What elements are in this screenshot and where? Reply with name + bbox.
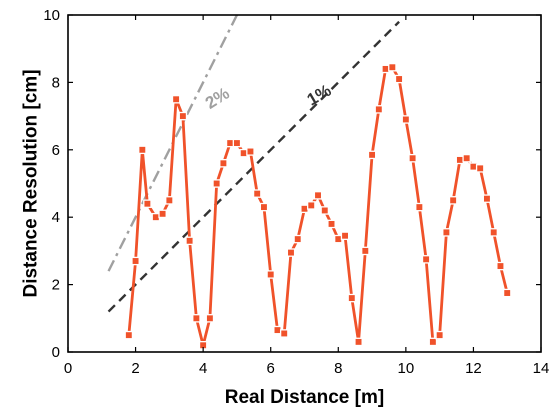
data-point — [279, 329, 289, 338]
data-point — [320, 206, 330, 215]
data-point — [293, 234, 302, 244]
data-series — [124, 62, 512, 350]
data-point — [496, 261, 505, 271]
x-tick-label: 4 — [199, 360, 207, 377]
reference-line-label: 2% — [202, 84, 233, 113]
reference-line-label: 1% — [304, 81, 335, 110]
data-point — [475, 164, 485, 173]
x-tick-label: 8 — [334, 360, 342, 377]
data-point — [361, 246, 370, 256]
data-point — [138, 145, 147, 155]
data-point — [448, 196, 458, 205]
data-point — [388, 62, 397, 72]
data-point — [259, 202, 269, 212]
x-tick-label: 14 — [533, 360, 550, 377]
data-point — [442, 228, 451, 237]
series-line — [127, 65, 509, 347]
reference-line-2 — [107, 20, 400, 313]
reference-lines: 2% 1% — [107, 14, 400, 313]
data-point — [421, 255, 431, 264]
data-point — [158, 209, 167, 219]
data-point — [401, 115, 411, 124]
y-tick-label: 0 — [52, 344, 60, 361]
y-tick-label: 4 — [52, 209, 60, 226]
x-tick-label: 10 — [398, 360, 415, 377]
y-tick-label: 2 — [52, 277, 60, 294]
data-point — [347, 293, 357, 303]
data-point — [124, 330, 134, 340]
data-point — [219, 159, 228, 168]
plot-frame — [67, 14, 542, 353]
data-point — [482, 194, 492, 203]
y-axis-title: Distance Resolution [cm] — [21, 69, 42, 297]
data-point — [415, 202, 424, 212]
data-point — [489, 228, 498, 237]
x-tick-label: 2 — [131, 360, 139, 377]
data-point — [327, 219, 336, 229]
data-point — [502, 288, 512, 298]
axis-ticks: 0 2 4 6 8 10 12 14 0 2 4 6 8 10 — [43, 7, 549, 377]
x-tick-label: 6 — [267, 360, 275, 377]
data-point — [394, 74, 404, 84]
data-point — [462, 153, 471, 163]
data-point — [307, 201, 316, 210]
data-point — [212, 179, 221, 188]
data-point — [131, 256, 140, 266]
data-point — [171, 95, 181, 104]
data-point — [252, 189, 262, 198]
data-point — [408, 153, 417, 163]
data-point — [165, 196, 174, 205]
x-axis-title: Real Distance [m] — [225, 387, 384, 408]
data-point — [435, 330, 444, 340]
data-point — [266, 270, 275, 279]
x-tick-label: 12 — [465, 360, 482, 377]
data-point — [178, 111, 188, 121]
data-point — [185, 236, 194, 246]
y-tick-label: 10 — [43, 7, 60, 24]
data-point — [313, 191, 323, 200]
data-point — [205, 314, 215, 323]
data-point — [286, 248, 296, 257]
x-tick-label: 0 — [64, 360, 72, 377]
data-point — [232, 138, 242, 148]
data-point — [367, 150, 377, 160]
data-point — [374, 105, 384, 114]
data-point — [246, 147, 255, 156]
data-point — [143, 199, 152, 208]
data-point — [354, 337, 363, 347]
data-point — [428, 337, 438, 347]
y-tick-label: 8 — [52, 74, 60, 91]
data-point — [340, 231, 350, 240]
data-point — [192, 314, 201, 323]
y-tick-label: 6 — [52, 142, 60, 159]
